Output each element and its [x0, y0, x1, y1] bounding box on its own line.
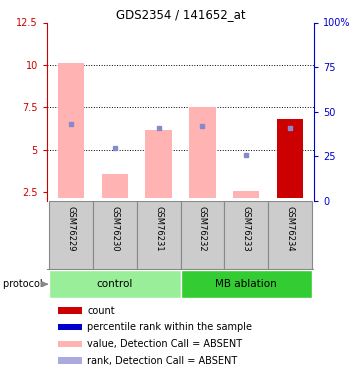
Bar [233, 191, 259, 198]
Title: GDS2354 / 141652_at: GDS2354 / 141652_at [116, 8, 245, 21]
Text: GSM76233: GSM76233 [242, 207, 251, 252]
Bar [137, 201, 180, 270]
Text: count: count [87, 306, 115, 316]
Bar [224, 201, 268, 270]
Bar [58, 63, 84, 198]
Text: control: control [97, 279, 133, 289]
Bar [277, 119, 303, 198]
Bar [49, 270, 180, 298]
Text: protocol: protocol [3, 279, 46, 289]
Bar [189, 108, 216, 198]
Text: value, Detection Call = ABSENT: value, Detection Call = ABSENT [87, 339, 242, 349]
Bar [180, 201, 224, 270]
Bar [268, 201, 312, 270]
Bar [49, 201, 93, 270]
Text: GSM76231: GSM76231 [154, 207, 163, 252]
Text: percentile rank within the sample: percentile rank within the sample [87, 322, 252, 332]
Text: GSM76230: GSM76230 [110, 207, 119, 252]
Text: rank, Detection Call = ABSENT: rank, Detection Call = ABSENT [87, 356, 237, 366]
Text: GSM76234: GSM76234 [286, 207, 295, 252]
Bar [58, 357, 82, 364]
Bar [180, 270, 312, 298]
Bar [145, 130, 172, 198]
Text: GSM76232: GSM76232 [198, 207, 207, 252]
Bar [58, 341, 82, 347]
Bar [58, 324, 82, 330]
Text: GSM76229: GSM76229 [66, 207, 75, 252]
Bar [93, 201, 137, 270]
Text: MB ablation: MB ablation [215, 279, 277, 289]
Bar [102, 174, 128, 198]
Bar [58, 308, 82, 314]
